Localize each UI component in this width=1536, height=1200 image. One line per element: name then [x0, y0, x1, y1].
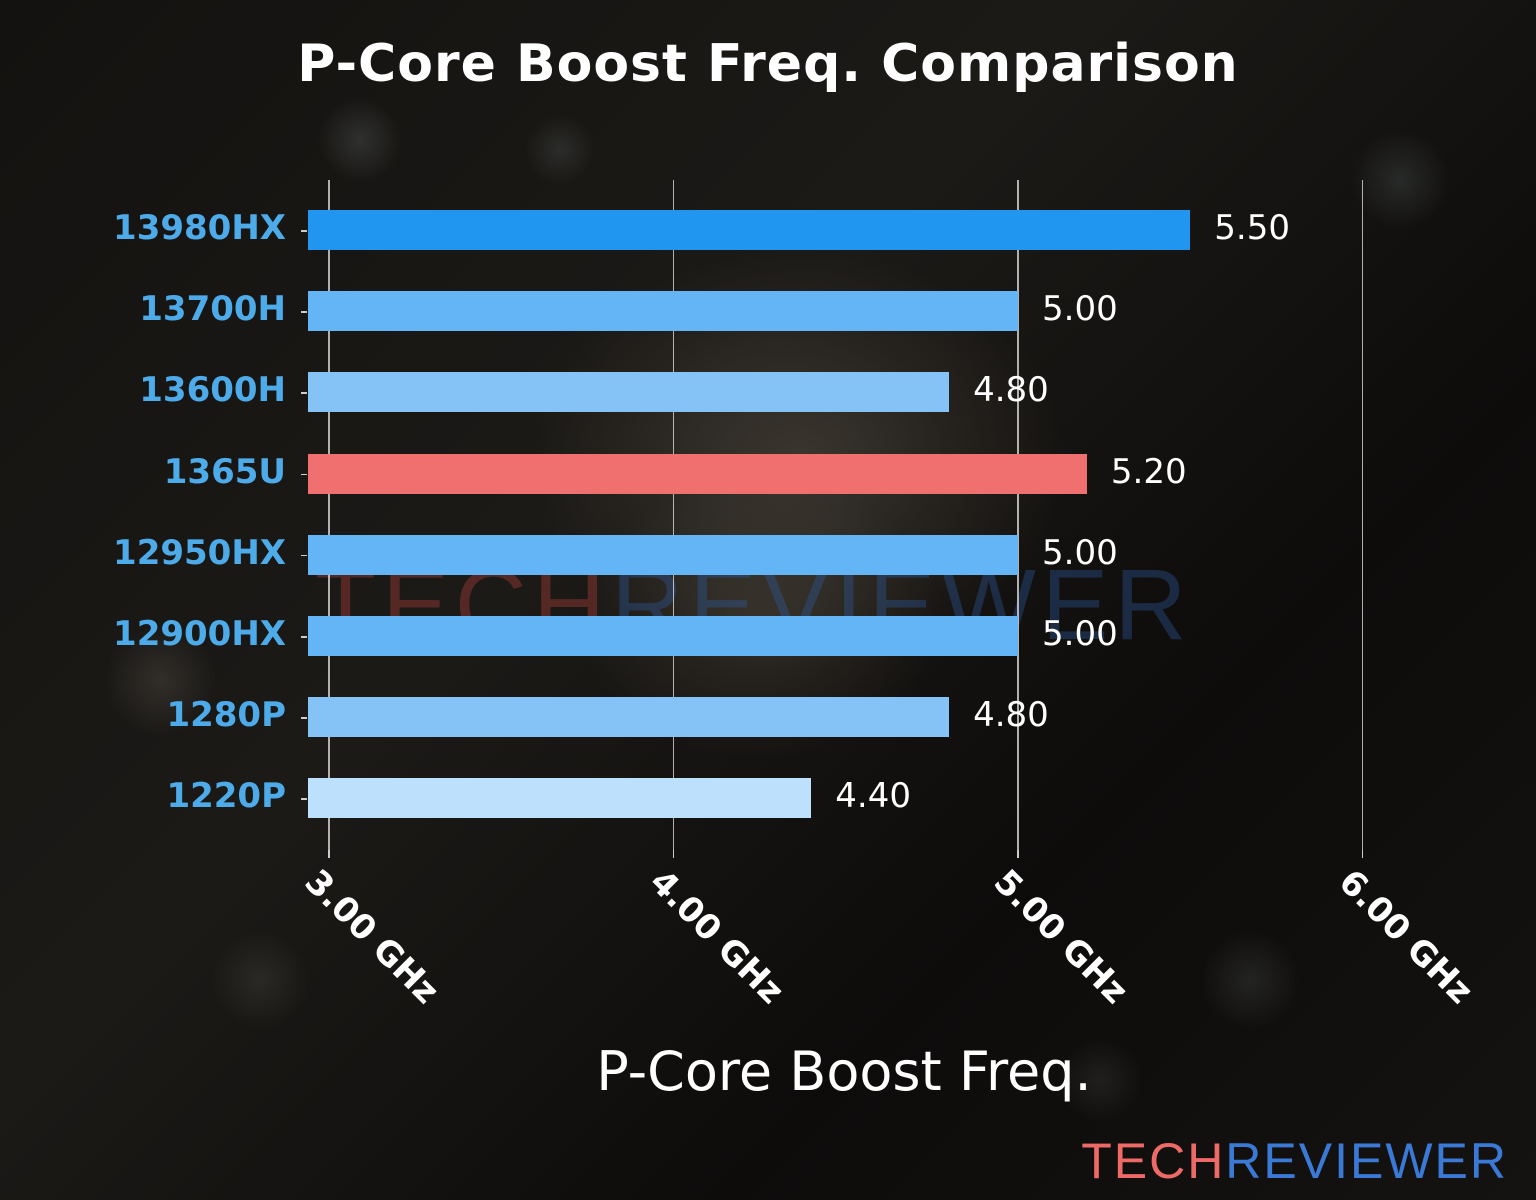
y-tick [301, 230, 308, 232]
x-tick-label: 4.00 GHz [641, 862, 792, 1012]
category-label: 13700H [139, 289, 286, 330]
y-tick [301, 554, 308, 557]
chart-title: P-Core Boost Freq. Comparison [297, 34, 1239, 94]
x-tick [672, 850, 675, 858]
gridline [672, 180, 675, 850]
value-label: 5.00 [1042, 532, 1118, 573]
x-tick [328, 850, 330, 858]
y-tick [301, 392, 308, 394]
x-tick [1361, 850, 1364, 858]
x-tick-label: 6.00 GHz [1330, 862, 1481, 1012]
bar-13980hx[interactable] [308, 210, 1191, 250]
gridline [1017, 180, 1019, 850]
value-label: 4.40 [835, 776, 911, 817]
category-label: 13600H [139, 370, 286, 411]
x-tick [1017, 850, 1019, 858]
y-tick [301, 473, 308, 476]
x-axis-title: P-Core Boost Freq. [596, 1040, 1092, 1103]
category-label: 12900HX [113, 614, 286, 654]
bar-1365u[interactable] [308, 453, 1087, 494]
y-tick [301, 798, 308, 800]
value-label: 4.80 [973, 695, 1049, 736]
x-tick-label: 5.00 GHz [985, 862, 1136, 1012]
category-label: 13980HX [113, 208, 286, 248]
bar-1220p[interactable] [308, 778, 812, 819]
logo-part1: TECH [1081, 1133, 1226, 1189]
techreviewer-logo: TECHREVIEWER [1081, 1132, 1508, 1190]
logo-part2: REVIEWER [1225, 1133, 1508, 1189]
bar-1280p[interactable] [308, 697, 950, 738]
x-tick-label: 3.00 GHz [296, 862, 447, 1012]
bar-12900hx[interactable] [308, 616, 1018, 656]
y-tick [301, 311, 308, 313]
bar-12950hx[interactable] [308, 534, 1018, 575]
bar-13600h[interactable] [308, 372, 950, 413]
category-label: 1220P [166, 776, 286, 817]
category-label: 1365U [163, 451, 286, 492]
bar-13700h[interactable] [308, 291, 1018, 332]
value-label: 5.00 [1042, 289, 1118, 330]
gridline [1361, 180, 1364, 850]
value-label: 5.50 [1214, 208, 1290, 248]
category-label: 1280P [166, 695, 286, 736]
y-tick [301, 717, 308, 719]
category-label: 12950HX [113, 532, 286, 573]
y-tick [301, 636, 308, 638]
gridline [328, 180, 330, 850]
value-label: 5.00 [1042, 614, 1118, 654]
value-label: 5.20 [1110, 451, 1187, 492]
value-label: 4.80 [973, 370, 1049, 411]
